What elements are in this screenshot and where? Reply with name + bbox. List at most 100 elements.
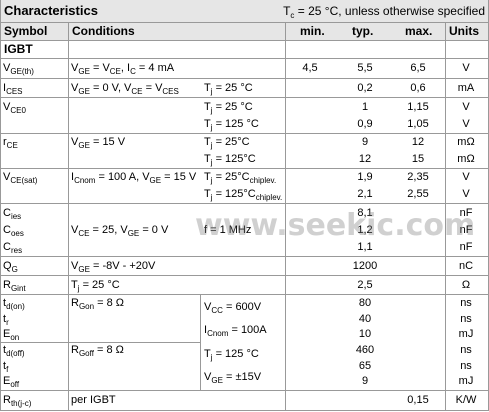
symbol: Eon (3, 327, 20, 343)
subscript: GE (78, 86, 90, 96)
text-segment: = 25 °C (79, 278, 120, 291)
subscript: f (6, 364, 9, 374)
text-segment: C (3, 206, 11, 219)
max-value: 6,5 (410, 62, 426, 74)
text-segment: V (204, 300, 212, 313)
condition: Tj = 25°C (204, 135, 250, 150)
symbol: Cres (3, 240, 22, 255)
symbol: rCE (3, 135, 18, 151)
unit-value: ns (460, 296, 472, 309)
text-segment: , I (120, 62, 131, 74)
subscript: ies (10, 211, 22, 221)
unit-value: V (462, 171, 470, 184)
unit-value: ns (460, 343, 472, 356)
condition: f = 1 MHz (204, 223, 251, 237)
max-value: 12 (411, 136, 425, 149)
row-divider (0, 390, 489, 391)
text-segment: V (71, 223, 79, 236)
text-segment: C (3, 223, 11, 236)
subscript: CE (78, 228, 90, 238)
subscript: CE (131, 86, 143, 96)
subscript: chiplev. (255, 192, 283, 202)
subscript: Gint (10, 283, 26, 293)
subscript: off (10, 380, 20, 390)
subscript: on (10, 333, 20, 343)
text-segment: E (3, 328, 11, 341)
condition: ICnom = 100 A, VGE = 15 V (71, 170, 196, 186)
text-segment: = 8 Ω (93, 343, 124, 356)
row-divider (0, 168, 489, 169)
column-divider (68, 22, 69, 410)
symbol: VCE0 (3, 100, 26, 115)
condition: Tj = 25 °C (204, 81, 253, 96)
column-header: Units (449, 24, 479, 38)
subscript: CE (109, 67, 121, 76)
column-divider (285, 22, 286, 410)
subscript: j (77, 283, 80, 293)
text-segment: = 100A (228, 324, 267, 337)
text-segment: I (204, 324, 208, 337)
unit-value: ns (460, 359, 472, 372)
subscript: GE (211, 376, 223, 386)
symbol: Rth(j-c) (3, 393, 31, 408)
subscript: j (210, 86, 213, 96)
text-segment: V (71, 81, 79, 94)
symbol: Cies (3, 206, 22, 221)
subscript: CE (6, 141, 18, 151)
unit-value: mΩ (457, 152, 475, 165)
text-segment: V (71, 259, 79, 272)
typ-value: 65 (358, 359, 372, 372)
min-value: 4,5 (302, 62, 318, 74)
row-divider (0, 40, 489, 41)
text-segment: = 25°C (212, 171, 250, 184)
subscript: Cnom (207, 329, 229, 339)
row-divider (0, 256, 489, 257)
watermark: www.seekic.com (195, 208, 476, 243)
text-segment: = 600V (222, 300, 262, 313)
typ-value: 2,1 (357, 187, 373, 200)
symbol: tf (3, 359, 9, 374)
text-segment: R (3, 278, 11, 291)
text-segment: = 0 V (139, 223, 169, 236)
row-divider (0, 275, 489, 276)
condition: Tj = 125 °C (204, 117, 259, 132)
condition: RGoff = 8 Ω (71, 343, 124, 358)
column-header: Conditions (72, 24, 135, 38)
text-segment: V (204, 371, 212, 384)
text-segment: = 25 °C (212, 100, 253, 113)
typ-value: 9 (361, 375, 369, 388)
typ-value: 1 (361, 100, 369, 113)
subscript: j (210, 176, 213, 186)
typ-value: 1,2 (357, 223, 373, 236)
condition: Tj = 25 °C (71, 278, 120, 293)
text-segment: T (204, 171, 211, 184)
subscript: GE (149, 176, 162, 186)
typ-value: 9 (361, 136, 369, 149)
column-divider (200, 294, 201, 390)
text-segment: = 100 A, V (95, 171, 150, 184)
max-value: 2,55 (407, 187, 429, 200)
symbol: Coes (3, 223, 24, 238)
subscript: j (210, 352, 213, 362)
row-divider (0, 78, 489, 79)
subscript: j (210, 157, 213, 167)
column-divider (0, 0, 1, 411)
text-segment: = V (89, 62, 110, 74)
row-divider (0, 342, 200, 343)
unit-value: V (462, 117, 470, 130)
condition: Tj = 125°C (204, 152, 256, 167)
subscript: CE0 (10, 105, 26, 115)
unit-value: mJ (458, 375, 474, 388)
header-band (0, 0, 489, 40)
symbol: td(off) (3, 343, 25, 358)
typ-value: 5,5 (357, 62, 373, 74)
text-segment: T (204, 152, 211, 165)
text-segment: V (71, 62, 79, 74)
unit-value: V (462, 187, 470, 200)
text-segment: I (71, 171, 75, 184)
text-segment: C (3, 240, 11, 253)
condition: Tj = 25°Cchiplev. (204, 170, 276, 186)
text-segment: = -8V - +20V (89, 259, 156, 272)
typ-value: 10 (358, 328, 372, 341)
typ-value: 460 (355, 343, 375, 356)
